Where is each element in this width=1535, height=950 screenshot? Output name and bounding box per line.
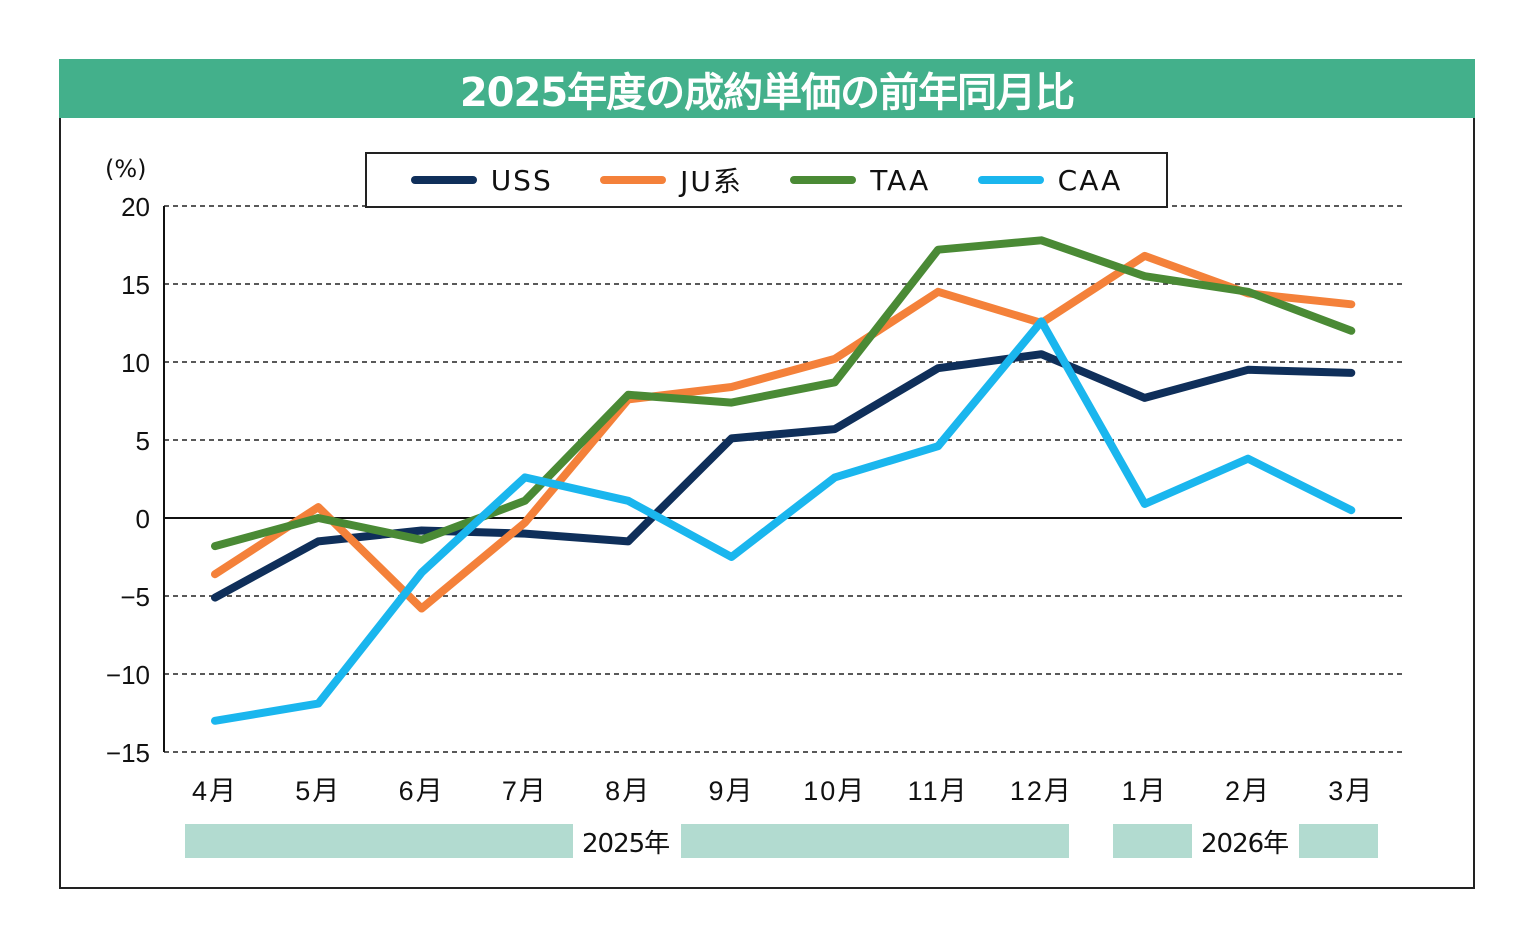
legend-item-caa: CAA — [977, 163, 1123, 197]
legend-swatch-ju — [600, 176, 667, 184]
legend: USS JU系 TAA CAA — [365, 152, 1168, 208]
x-tick-label: 4月 — [192, 776, 238, 806]
legend-label-uss: USS — [490, 163, 553, 197]
legend-label-taa: TAA — [870, 163, 931, 197]
year-label-2025: 2025年 — [582, 829, 670, 859]
x-tick-label: 7月 — [502, 776, 548, 806]
x-tick-label: 11月 — [908, 776, 969, 806]
legend-swatch-uss — [410, 176, 477, 184]
year-band-2025-left — [185, 824, 573, 858]
x-tick-label: 2月 — [1225, 776, 1271, 806]
x-tick-label: 5月 — [295, 776, 341, 806]
chart-title-text: 2025年度の成約単価の前年同月比 — [459, 69, 1075, 116]
legend-label-ju: JU系 — [680, 165, 743, 198]
series-line-taa — [211, 236, 1356, 551]
year-band-2026-left — [1113, 824, 1192, 858]
x-tick-label: 9月 — [708, 776, 754, 806]
y-tick-label: −10 — [106, 660, 150, 690]
legend-item-taa: TAA — [790, 164, 930, 197]
y-tick-label: 10 — [121, 348, 150, 378]
chart-title: 2025年度の成約単価の前年同月比 — [59, 59, 1475, 118]
year-band-2026-right — [1299, 824, 1378, 858]
x-tick-label: 3月 — [1328, 776, 1374, 806]
x-tick-label: 1月 — [1122, 776, 1168, 806]
x-tick-label: 6月 — [399, 776, 445, 806]
legend-label-caa: CAA — [1057, 163, 1123, 197]
y-axis-unit-label: (%) — [105, 155, 147, 183]
series-line-caa — [211, 317, 1356, 725]
legend-item-uss: USS — [410, 163, 553, 197]
y-tick-label: −5 — [120, 582, 150, 612]
legend-swatch-taa — [790, 176, 857, 184]
y-tick-label: −15 — [106, 738, 150, 768]
y-tick-label: 5 — [136, 426, 150, 456]
y-tick-label: 15 — [121, 270, 150, 300]
x-tick-label: 12月 — [1010, 776, 1073, 806]
legend-item-ju: JU系 — [600, 160, 743, 200]
legend-swatch-caa — [977, 176, 1044, 184]
y-tick-label: 20 — [121, 192, 150, 222]
year-label-2026: 2026年 — [1201, 829, 1289, 859]
year-band-2025-right — [681, 824, 1069, 858]
x-tick-label: 8月 — [605, 776, 651, 806]
y-tick-label: 0 — [136, 504, 150, 534]
x-tick-label: 10月 — [803, 776, 866, 806]
